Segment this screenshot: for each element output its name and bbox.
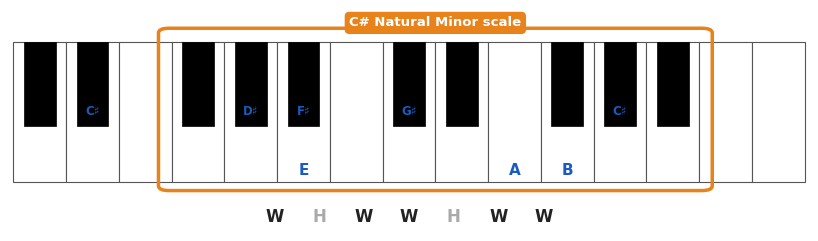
Bar [13, 42, 66, 182]
Text: A: A [509, 163, 520, 178]
Bar [235, 42, 267, 126]
Bar [288, 42, 319, 126]
Bar [646, 42, 699, 182]
Text: C♯: C♯ [85, 105, 100, 118]
Bar [488, 42, 541, 182]
Bar [383, 42, 435, 182]
Bar [182, 42, 213, 126]
Text: W: W [534, 208, 553, 227]
Bar [393, 42, 425, 126]
Bar [594, 42, 646, 182]
Bar [24, 42, 56, 126]
Bar [435, 42, 488, 182]
Bar [119, 42, 172, 182]
Text: C# Natural Minor scale: C# Natural Minor scale [349, 16, 521, 29]
Text: H: H [447, 208, 461, 227]
Text: W: W [400, 208, 418, 227]
Bar [699, 42, 752, 182]
Bar [551, 42, 583, 126]
Bar [172, 42, 224, 182]
Text: W: W [489, 208, 508, 227]
Bar [752, 42, 805, 182]
Bar [541, 42, 594, 182]
Text: W: W [265, 208, 284, 227]
Text: G♯: G♯ [402, 105, 416, 118]
Text: E: E [299, 163, 308, 178]
Text: H: H [312, 208, 326, 227]
Bar [605, 42, 636, 126]
Text: C♯: C♯ [613, 105, 627, 118]
Bar [277, 42, 330, 182]
Text: W: W [355, 208, 373, 227]
Text: B: B [561, 163, 573, 178]
Bar [446, 42, 478, 126]
Text: D♯: D♯ [243, 105, 258, 118]
Bar [77, 42, 108, 126]
Bar [657, 42, 689, 126]
Bar [330, 42, 383, 182]
Bar [66, 42, 119, 182]
Bar [224, 42, 277, 182]
Text: F♯: F♯ [297, 105, 310, 118]
